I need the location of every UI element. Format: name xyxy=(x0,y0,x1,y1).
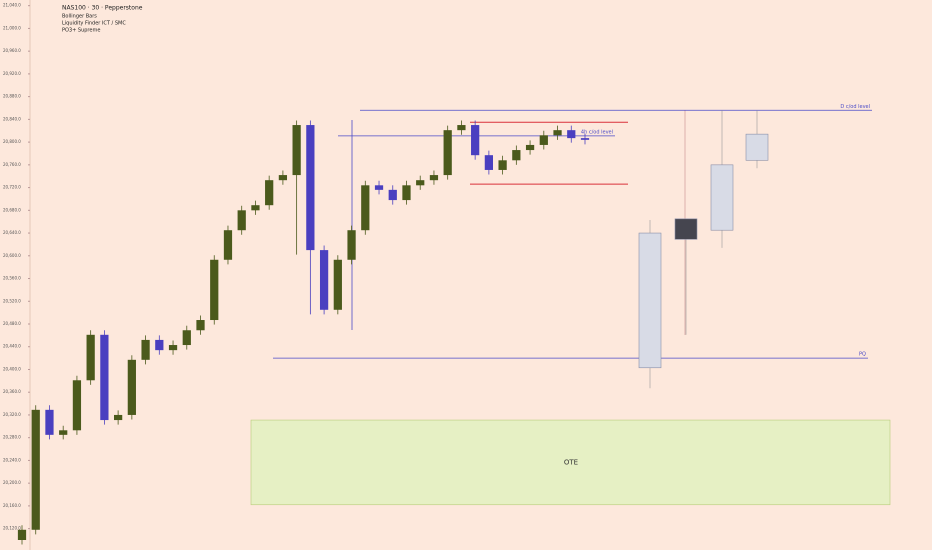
candle-body xyxy=(498,160,507,170)
y-tick-label: 20,560.0 xyxy=(3,276,21,281)
htf-body xyxy=(745,133,769,161)
candle-body xyxy=(402,185,411,201)
candle-body xyxy=(512,150,521,161)
y-tick-label: 20,920.0 xyxy=(3,71,21,76)
candle-body xyxy=(72,380,82,431)
y-tick-label: 20,720.0 xyxy=(3,185,21,190)
candle-body xyxy=(251,205,260,211)
candle-body xyxy=(100,334,109,421)
candle-body xyxy=(553,130,562,136)
level-label: PQ xyxy=(859,352,866,358)
candle-body xyxy=(333,259,342,310)
candle-body xyxy=(210,259,219,321)
candle-body xyxy=(292,125,301,176)
candle-body xyxy=(114,414,123,421)
y-tick-label: 20,320.0 xyxy=(3,412,21,417)
y-tick-label: 20,600.0 xyxy=(3,253,21,258)
candle-body xyxy=(429,175,439,181)
candle-body xyxy=(141,339,150,360)
candle-body xyxy=(168,345,178,351)
y-tick-label: 20,520.0 xyxy=(3,298,21,303)
indicator: PO3+ Supreme xyxy=(62,28,100,34)
candle-body xyxy=(127,359,136,415)
y-tick-label: 20,480.0 xyxy=(3,321,21,326)
y-tick-label: 20,360.0 xyxy=(3,389,21,394)
candle-body xyxy=(306,125,315,251)
candle-body xyxy=(196,320,205,331)
y-tick-label: 20,960.0 xyxy=(3,48,21,53)
y-tick-label: 20,840.0 xyxy=(3,116,21,121)
y-tick-label: 21,000.0 xyxy=(3,25,21,30)
y-tick-label: 20,440.0 xyxy=(3,344,21,349)
level-label: 4h c/od level xyxy=(581,129,613,135)
candle-body xyxy=(59,430,68,435)
candle-body xyxy=(319,250,329,310)
htf-body xyxy=(638,232,662,369)
candle-body xyxy=(567,130,576,139)
candle-body xyxy=(361,185,370,231)
candle-body xyxy=(223,230,233,260)
y-tick-label: 20,680.0 xyxy=(3,207,21,212)
candle-body xyxy=(388,189,397,201)
candle-body xyxy=(471,125,480,156)
y-tick-label: 20,640.0 xyxy=(3,230,21,235)
candle-body xyxy=(484,155,493,170)
y-tick-label: 21,040.0 xyxy=(3,3,21,8)
level-label: D c/od level xyxy=(840,104,870,110)
chart-title: NAS100 · 30 · Pepperstone xyxy=(62,5,143,12)
candle-body xyxy=(525,144,535,151)
candle-body xyxy=(31,409,40,530)
candle-body xyxy=(17,529,27,540)
ote-zone xyxy=(250,419,891,506)
candle-body xyxy=(182,330,191,346)
candle-body xyxy=(45,409,54,435)
indicator: Liquidity Finder ICT / SMC xyxy=(62,21,126,27)
y-tick-label: 20,800.0 xyxy=(3,139,21,144)
candle-body xyxy=(155,339,164,351)
candle-body xyxy=(443,130,452,176)
y-tick-label: 20,160.0 xyxy=(3,503,21,508)
candle-body xyxy=(86,334,95,381)
candle-body xyxy=(457,125,466,131)
y-tick-label: 20,880.0 xyxy=(3,94,21,99)
candle-body xyxy=(416,180,425,186)
candle-body xyxy=(539,135,548,145)
indicator: Bollinger Bars xyxy=(62,14,97,20)
candle-body xyxy=(278,175,288,181)
htf-body xyxy=(710,164,734,231)
zone-label: OTE xyxy=(564,458,578,466)
candle-body xyxy=(265,180,274,206)
candle-body xyxy=(374,185,384,190)
y-tick-label: 20,200.0 xyxy=(3,480,21,485)
candle-body xyxy=(347,230,356,260)
y-tick-label: 20,400.0 xyxy=(3,366,21,371)
htf-body xyxy=(674,218,698,240)
y-tick-label: 20,120.0 xyxy=(3,526,21,531)
candle-body xyxy=(237,210,246,231)
y-tick-label: 20,760.0 xyxy=(3,162,21,167)
y-tick-label: 20,280.0 xyxy=(3,435,21,440)
y-tick-label: 20,240.0 xyxy=(3,457,21,462)
candle-body xyxy=(580,138,590,140)
